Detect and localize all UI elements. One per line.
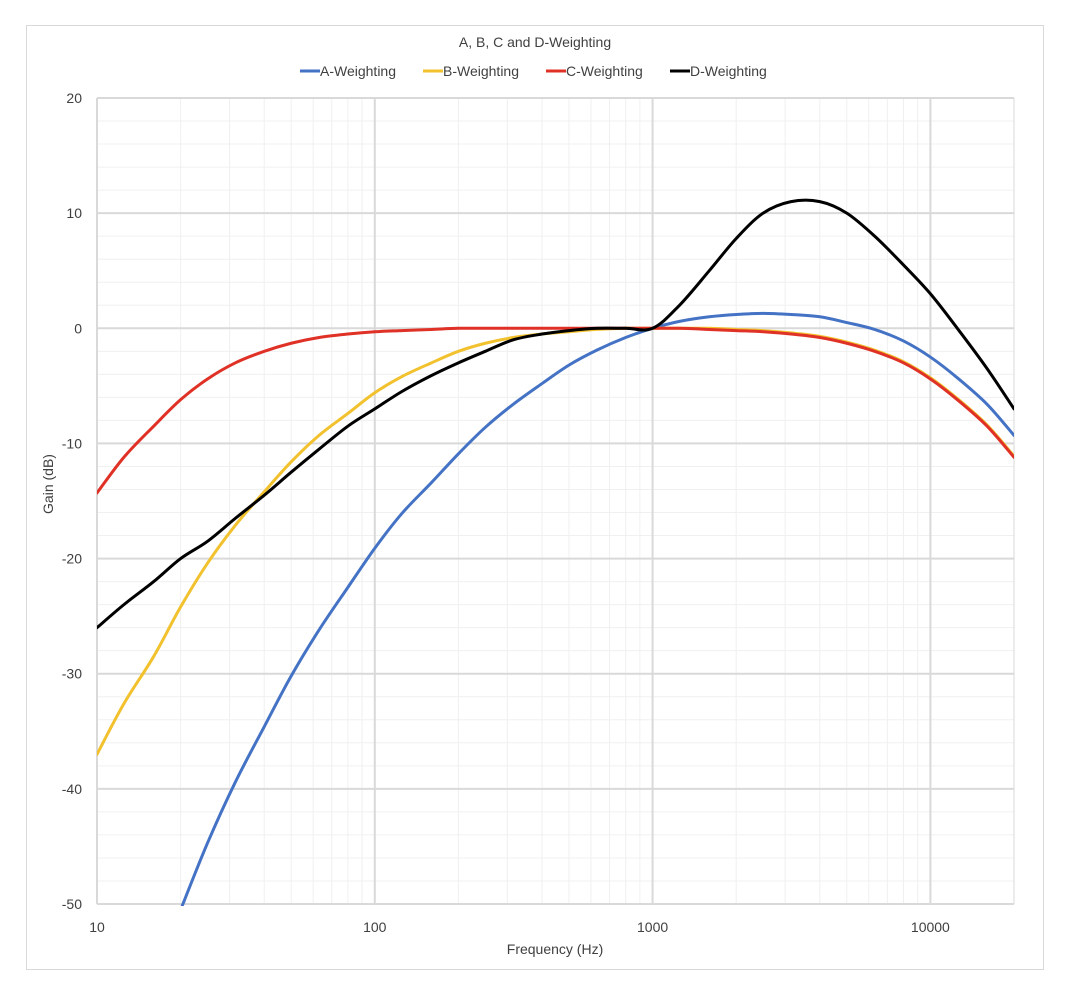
x-tick-label: 100 [363,919,387,935]
y-tick-labels: 20 10 0 -10 -20 -30 -40 -50 [62,90,82,912]
y-tick-label: -40 [62,781,82,797]
series-line-d-weighting [97,198,1014,630]
x-tick-labels: 10 100 1000 10000 [89,919,950,935]
series-line-b-weighting [97,326,1014,756]
series-line-a-weighting [180,311,1014,906]
x-tick-label: 10000 [911,919,950,935]
y-tick-label: -10 [62,435,82,451]
legend-label: D-Weighting [690,63,767,79]
y-axis-label: Gain (dB) [40,454,56,514]
x-tick-label: 10 [89,919,105,935]
series-lines [97,198,1014,906]
y-tick-label: 10 [66,205,82,221]
y-tick-label: -50 [62,896,82,912]
legend-label: A-Weighting [320,63,396,79]
y-tick-label: -20 [62,551,82,567]
grid [96,97,1015,905]
chart-title: A, B, C and D-Weighting [459,34,611,50]
series-line-c-weighting [97,326,1014,495]
legend-label: C-Weighting [566,63,643,79]
x-axis-label: Frequency (Hz) [507,941,603,957]
x-tick-label: 1000 [637,919,668,935]
y-tick-label: -30 [62,666,82,682]
y-tick-label: 20 [66,90,82,106]
legend-label: B-Weighting [443,63,519,79]
legend: A-Weighting B-Weighting C-Weighting D-Weigh… [300,63,767,79]
chart-frame [26,25,1044,970]
y-tick-label: 0 [74,320,82,336]
